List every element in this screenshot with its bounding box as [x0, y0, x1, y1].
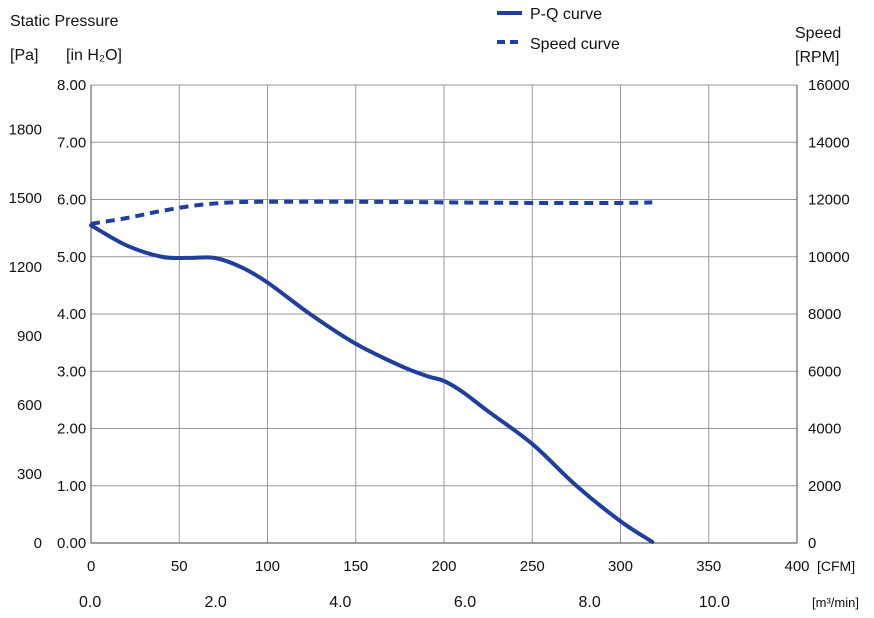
x-unit-m3min: [m³/min] — [812, 595, 859, 610]
x-cfm-tick-label: 0 — [87, 558, 95, 575]
y-pa-tick-label: 0 — [34, 535, 42, 552]
y-rpm-tick-label: 0 — [808, 535, 816, 552]
x-cfm-tick-label: 350 — [696, 558, 721, 575]
y-inh2o-tick-label: 6.00 — [57, 192, 86, 209]
legend-speed-label: Speed curve — [530, 36, 620, 53]
y-inh2o-tick-label: 4.00 — [57, 306, 86, 323]
y-inh2o-tick-label: 2.00 — [57, 421, 86, 438]
y-pa-tick-label: 1200 — [9, 259, 42, 276]
y-inh2o-tick-label: 1.00 — [57, 478, 86, 495]
x-cfm-tick-label: 150 — [343, 558, 368, 575]
x-cfm-tick-label: 100 — [255, 558, 280, 575]
legend-pq-label: P-Q curve — [530, 6, 602, 23]
x-cfm-tick-label: 50 — [171, 558, 188, 575]
y-pa-tick-label: 900 — [17, 328, 42, 345]
y-pa-tick-label: 1500 — [9, 190, 42, 207]
x-cfm-tick-label: 200 — [431, 558, 456, 575]
x-cfm-tick-label: 400 — [784, 558, 809, 575]
grid — [90, 84, 798, 544]
pq-curve-line — [89, 223, 655, 544]
y-rpm-tick-label: 12000 — [808, 192, 850, 209]
x-m3min-tick-label: 10.0 — [699, 594, 730, 611]
y-rpm-tick-label: 2000 — [808, 478, 841, 495]
y-inh2o-tick-label: 5.00 — [57, 249, 86, 266]
y-right-unit: [RPM] — [795, 49, 839, 66]
series-group — [89, 199, 655, 544]
y-inh2o-tick-label: 7.00 — [57, 134, 86, 151]
y-pa-tick-label: 600 — [17, 397, 42, 414]
speed-curve-line — [90, 199, 653, 226]
y-left-title: Static Pressure — [10, 13, 119, 30]
x-m3min-tick-label: 0.0 — [79, 594, 101, 611]
y-rpm-tick-label: 10000 — [808, 249, 850, 266]
y-pa-tick-label: 1800 — [9, 121, 42, 138]
y-inh2o-tick-label: 3.00 — [57, 363, 86, 380]
x-m3min-tick-label: 2.0 — [205, 594, 227, 611]
x-m3min-tick-label: 4.0 — [329, 594, 351, 611]
x-unit-cfm: [CFM] — [817, 558, 855, 574]
y-left-unit-inh2o: [in H₂O] — [66, 47, 122, 64]
y-rpm-tick-label: 8000 — [808, 306, 841, 323]
y-pa-tick-label: 300 — [17, 466, 42, 483]
y-right-title: Speed — [795, 25, 841, 42]
x-m3min-tick-label: 6.0 — [454, 594, 476, 611]
y-inh2o-tick-label: 8.00 — [57, 77, 86, 94]
y-left-unit-pa: [Pa] — [10, 47, 38, 64]
y-rpm-tick-label: 14000 — [808, 134, 850, 151]
x-cfm-tick-label: 300 — [608, 558, 633, 575]
x-cfm-tick-label: 250 — [520, 558, 545, 575]
x-m3min-tick-label: 8.0 — [579, 594, 601, 611]
y-inh2o-tick-label: 0.00 — [57, 535, 86, 552]
y-rpm-tick-label: 16000 — [808, 77, 850, 94]
y-rpm-tick-label: 6000 — [808, 363, 841, 380]
tick-labels: 0.001.002.003.004.005.006.007.008.000200… — [9, 77, 850, 611]
y-rpm-tick-label: 4000 — [808, 421, 841, 438]
legend: P-Q curve Speed curve — [497, 6, 620, 53]
